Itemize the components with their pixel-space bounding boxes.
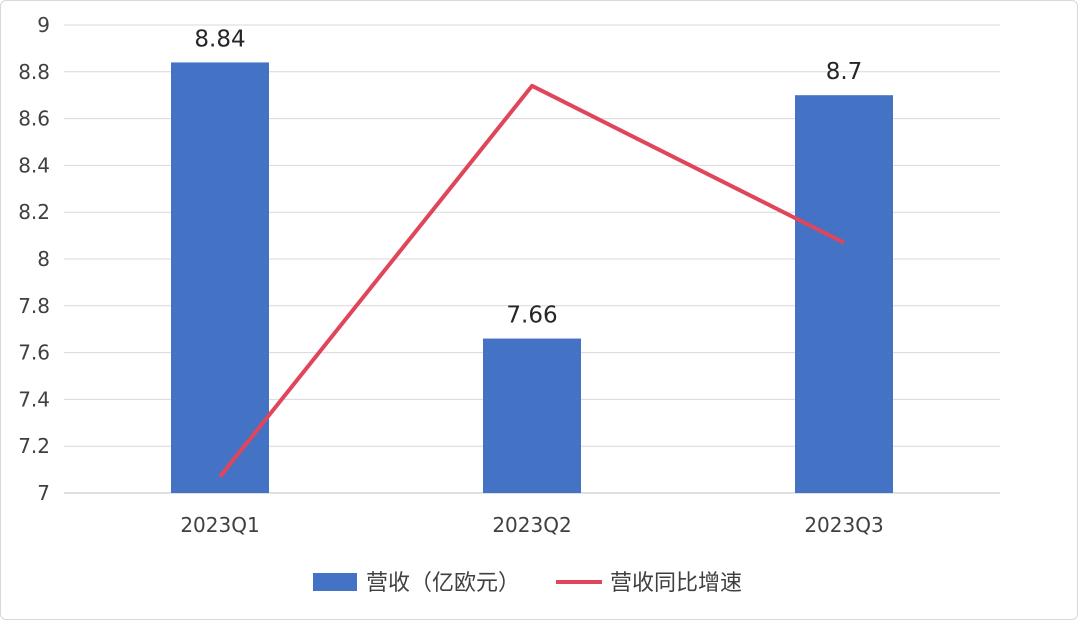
x-tick-label: 2023Q3 bbox=[804, 513, 883, 537]
y-tick-label: 8.6 bbox=[18, 107, 50, 131]
y-tick-label: 8.2 bbox=[18, 200, 50, 224]
y-tick-label: 7.2 bbox=[18, 434, 50, 458]
y-tick-label: 7.6 bbox=[18, 341, 50, 365]
bar bbox=[483, 338, 581, 493]
legend: 营收（亿欧元） 营收同比增速 bbox=[313, 571, 742, 596]
legend-label-bar: 营收（亿欧元） bbox=[366, 571, 520, 596]
y-tick-label: 7.8 bbox=[18, 294, 50, 318]
x-tick-label: 2023Q1 bbox=[180, 513, 259, 537]
data-labels: 8.84 7.66 8.7 bbox=[194, 26, 862, 328]
bar bbox=[795, 95, 893, 493]
y-tick-label: 7.4 bbox=[18, 387, 50, 411]
y-tick-label: 8.8 bbox=[18, 60, 50, 84]
bar-data-label: 8.84 bbox=[194, 26, 245, 52]
y-tick-label: 7 bbox=[37, 481, 50, 505]
bar-data-label: 8.7 bbox=[826, 59, 863, 85]
x-tick-label: 2023Q2 bbox=[492, 513, 571, 537]
bar bbox=[171, 62, 269, 493]
y-tick-label: 9 bbox=[37, 13, 50, 37]
line-series bbox=[218, 83, 845, 478]
y-tick-label: 8.4 bbox=[18, 153, 50, 177]
bar-data-label: 7.66 bbox=[506, 303, 557, 329]
legend-label-line: 营收同比增速 bbox=[610, 571, 742, 596]
legend-swatch-bar bbox=[313, 573, 357, 591]
growth-line bbox=[218, 83, 845, 478]
y-tick-label: 8 bbox=[37, 247, 50, 271]
bars bbox=[171, 62, 893, 493]
x-axis-ticks: 2023Q1 2023Q2 2023Q3 bbox=[180, 513, 883, 537]
y-axis-ticks: 7 7.2 7.4 7.6 7.8 8 8.2 8.4 8.6 8.8 9 bbox=[18, 13, 50, 505]
